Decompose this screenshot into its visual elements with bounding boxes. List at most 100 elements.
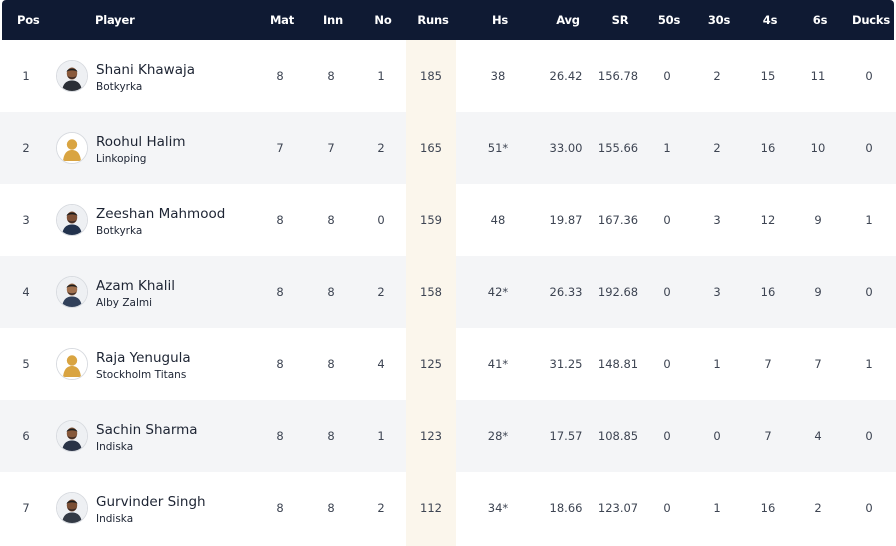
sr-cell: 108.85 (597, 429, 639, 443)
no-cell: 2 (377, 285, 385, 299)
mat-cell: 8 (276, 501, 284, 515)
fifties-cell: 0 (663, 501, 671, 515)
header-sr[interactable]: SR (611, 13, 629, 27)
player-photo-icon (57, 277, 87, 307)
runs-cell-bg (406, 400, 456, 472)
runs-cell: 185 (420, 69, 442, 83)
mat-cell: 8 (276, 429, 284, 443)
table-row[interactable]: 3 Zeeshan Mahmood Botkyrka 8 8 0 159 48 … (0, 184, 896, 256)
avatar[interactable] (56, 132, 88, 164)
avatar[interactable] (56, 60, 88, 92)
no-cell: 0 (377, 213, 385, 227)
sixes-cell: 11 (810, 69, 826, 83)
fours-cell: 12 (760, 213, 776, 227)
runs-cell-bg (406, 40, 456, 112)
ducks-cell: 1 (865, 357, 873, 371)
runs-cell: 123 (420, 429, 442, 443)
sixes-cell: 2 (814, 501, 822, 515)
player-name[interactable]: Shani Khawaja (96, 62, 196, 78)
player-name[interactable]: Roohul Halim (96, 134, 186, 150)
sixes-cell: 4 (814, 429, 822, 443)
sixes-cell: 9 (814, 285, 822, 299)
player-name[interactable]: Zeeshan Mahmood (96, 206, 226, 222)
avatar[interactable] (56, 420, 88, 452)
header-mat[interactable]: Mat (269, 13, 295, 27)
fours-cell: 7 (764, 357, 772, 371)
pos-cell: 6 (22, 429, 30, 443)
mat-cell: 8 (276, 69, 284, 83)
placeholder-silhouette-icon (57, 349, 87, 379)
header-4s[interactable]: 4s (762, 13, 778, 27)
fours-cell: 16 (760, 141, 776, 155)
table-row[interactable]: 4 Azam Khalil Alby Zalmi 8 8 2 158 42* 2… (0, 256, 896, 328)
team-name: Botkyrka (96, 81, 143, 93)
pos-cell: 2 (22, 141, 30, 155)
header-hs[interactable]: Hs (491, 13, 509, 27)
fours-cell: 7 (764, 429, 772, 443)
fifties-cell: 0 (663, 213, 671, 227)
runs-cell-bg (406, 184, 456, 256)
inn-cell: 8 (327, 429, 335, 443)
avatar[interactable] (56, 204, 88, 236)
table-row[interactable]: 7 Gurvinder Singh Indiska 8 8 2 112 34* … (0, 472, 896, 544)
player-name[interactable]: Sachin Sharma (96, 422, 198, 438)
player-photo-icon (57, 493, 87, 523)
team-name: Linkoping (96, 153, 147, 165)
ducks-cell: 1 (865, 213, 873, 227)
header-avg[interactable]: Avg (556, 13, 580, 27)
fifties-cell: 0 (663, 69, 671, 83)
header-player[interactable]: Player (95, 13, 135, 27)
header-50s[interactable]: 50s (657, 13, 681, 27)
header-no[interactable]: No (374, 13, 392, 27)
mat-cell: 7 (276, 141, 284, 155)
player-name[interactable]: Raja Yenugula (96, 350, 191, 366)
inn-cell: 7 (327, 141, 335, 155)
runs-cell: 112 (420, 501, 442, 515)
placeholder-silhouette-icon (57, 133, 87, 163)
inn-cell: 8 (327, 285, 335, 299)
avatar[interactable] (56, 276, 88, 308)
header-pos[interactable]: Pos (17, 13, 40, 27)
ducks-cell: 0 (865, 285, 873, 299)
thirties-cell: 3 (713, 285, 721, 299)
no-cell: 2 (377, 141, 385, 155)
table-row[interactable]: 1 Shani Khawaja Botkyrka 8 8 1 185 38 26… (0, 40, 896, 112)
player-name[interactable]: Azam Khalil (96, 278, 175, 294)
table-row[interactable]: 5 Raja Yenugula Stockholm Titans 8 8 4 1… (0, 328, 896, 400)
avg-cell: 31.25 (549, 357, 583, 371)
player-name[interactable]: Gurvinder Singh (96, 494, 206, 510)
team-name: Botkyrka (96, 225, 143, 237)
pos-cell: 7 (22, 501, 30, 515)
table-header: Pos Player Mat Inn No Runs Hs Avg SR 50s… (2, 0, 894, 40)
inn-cell: 8 (327, 357, 335, 371)
team-name: Stockholm Titans (96, 369, 187, 381)
header-6s[interactable]: 6s (812, 13, 828, 27)
table-row[interactable]: 2 Roohul Halim Linkoping 7 7 2 165 51* 3… (0, 112, 896, 184)
table-row[interactable]: 6 Sachin Sharma Indiska 8 8 1 123 28* 17… (0, 400, 896, 472)
header-runs[interactable]: Runs (417, 13, 449, 27)
fifties-cell: 1 (663, 141, 671, 155)
header-ducks[interactable]: Ducks (851, 13, 891, 27)
runs-cell-bg (406, 472, 456, 544)
pos-cell: 1 (22, 69, 30, 83)
ducks-cell: 0 (865, 429, 873, 443)
runs-cell-bg (406, 256, 456, 328)
header-inn[interactable]: Inn (322, 13, 344, 27)
thirties-cell: 2 (713, 69, 721, 83)
runs-cell: 165 (420, 141, 442, 155)
inn-cell: 8 (327, 213, 335, 227)
hs-cell: 28* (487, 429, 509, 443)
header-30s[interactable]: 30s (707, 13, 731, 27)
no-cell: 1 (377, 69, 385, 83)
thirties-cell: 0 (713, 429, 721, 443)
sr-cell: 192.68 (597, 285, 639, 299)
sr-cell: 148.81 (597, 357, 639, 371)
no-cell: 1 (377, 429, 385, 443)
sixes-cell: 9 (814, 213, 822, 227)
player-photo-icon (57, 421, 87, 451)
runs-cell: 125 (420, 357, 442, 371)
avatar[interactable] (56, 348, 88, 380)
runs-cell: 158 (420, 285, 442, 299)
avatar[interactable] (56, 492, 88, 524)
